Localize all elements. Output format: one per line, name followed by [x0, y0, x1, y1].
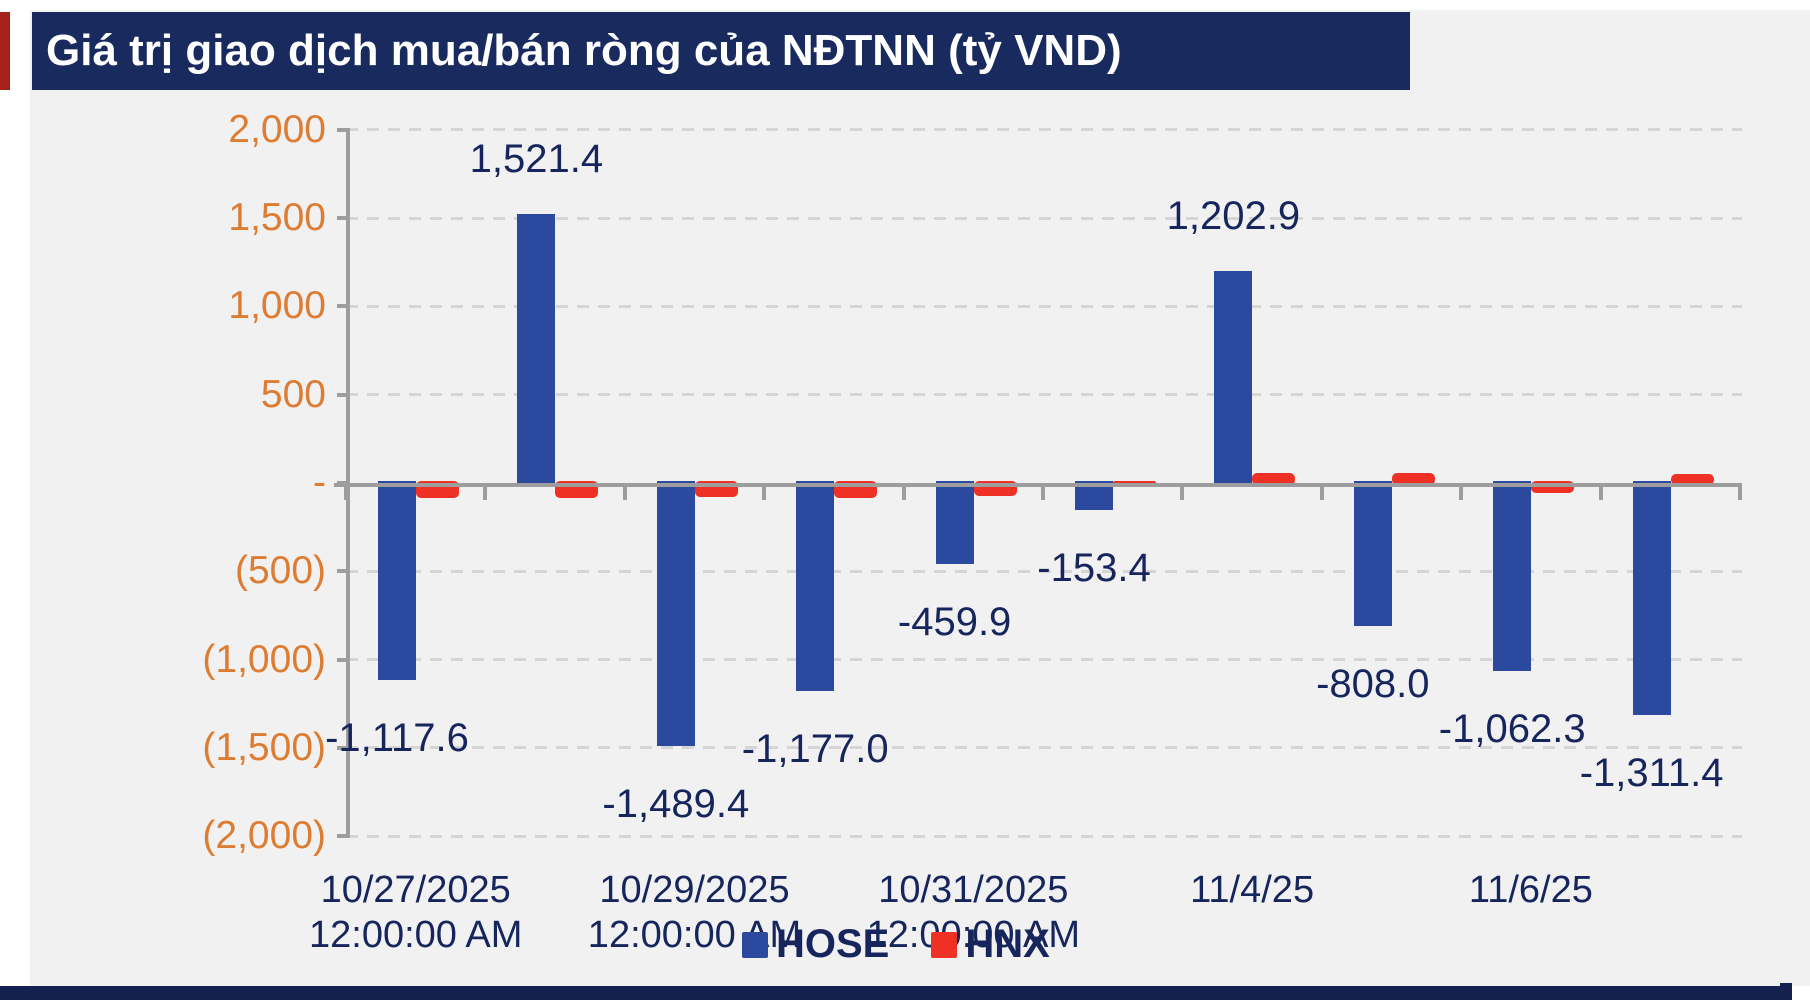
x-axis-tick-label: 11/4/25 — [1190, 869, 1315, 911]
gridline — [346, 128, 1742, 132]
hose-bar — [1493, 481, 1532, 671]
gridline — [346, 216, 1742, 220]
y-axis-tick-label: 1,500 — [228, 196, 326, 240]
y-axis-tick-mark — [337, 127, 350, 132]
hose-bar — [796, 481, 835, 691]
hose-bar — [935, 481, 974, 565]
legend-label-hose: HOSE — [776, 922, 890, 966]
y-axis-tick-mark — [337, 745, 350, 750]
y-axis-tick-label: - — [313, 461, 326, 504]
footer-bar-end-notch — [1780, 983, 1792, 1000]
legend-label-hnx: HNX — [965, 922, 1050, 966]
x-axis-tick-label: 10/27/2025 12:00:00 AM — [308, 869, 523, 956]
x-axis-tick-mark — [1180, 487, 1185, 500]
hose-bar — [1214, 270, 1253, 485]
y-axis-tick-mark — [337, 657, 350, 662]
hnx-bar — [1670, 474, 1714, 485]
hose-data-label: 1,521.4 — [469, 137, 604, 182]
x-axis-tick-mark — [1041, 487, 1045, 500]
footer-bar — [0, 986, 1792, 1000]
x-axis-tick-label: 11/6/25 — [1468, 869, 1593, 911]
y-axis-tick-label: (1,500) — [202, 725, 326, 769]
hose-data-label: -459.9 — [897, 600, 1012, 645]
x-axis-tick-mark — [622, 487, 627, 500]
chart-legend: HOSE HNX — [742, 922, 1092, 967]
x-axis-tick-mark — [1459, 487, 1464, 500]
hnx-bar — [1391, 473, 1435, 485]
gridline — [346, 658, 1742, 662]
y-axis-line — [346, 128, 350, 838]
y-axis-tick-label: 2,000 — [228, 107, 326, 151]
hose-bar — [1353, 481, 1392, 626]
gridline — [346, 834, 1742, 838]
chart-title: Giá trị giao dịch mua/bán ròng của NĐTNN… — [46, 26, 1122, 75]
chart-title-bar: Giá trị giao dịch mua/bán ròng của NĐTNN… — [32, 12, 1410, 90]
y-axis-tick-label: 1,000 — [228, 284, 326, 328]
hose-bar — [1632, 481, 1671, 715]
y-axis-tick-mark — [337, 304, 350, 309]
hose-data-label: -1,117.6 — [325, 716, 469, 761]
x-axis-tick-mark — [762, 487, 767, 500]
y-axis-tick-mark — [337, 834, 350, 839]
x-axis-tick-mark — [1319, 487, 1324, 500]
y-axis-tick-label: (1,000) — [202, 637, 326, 681]
legend-swatch-hose — [742, 931, 768, 958]
x-axis-tick-mark — [1598, 487, 1603, 500]
y-axis-tick-label: (2,000) — [202, 814, 326, 858]
hose-data-label: 1,202.9 — [1166, 193, 1301, 238]
legend-swatch-hnx — [931, 931, 958, 958]
gridline — [346, 304, 1742, 308]
gridline — [346, 746, 1742, 750]
x-axis-line — [334, 483, 1742, 487]
y-axis-tick-label: 500 — [260, 372, 326, 416]
hose-data-label: -1,311.4 — [1579, 750, 1724, 795]
gridline — [346, 569, 1742, 573]
x-axis-tick-label: 10/29/2025 12:00:00 AM — [587, 869, 802, 956]
x-axis-tick-label: 10/31/2025 12:00:00 AM — [867, 869, 1080, 956]
y-axis-tick-mark — [337, 569, 350, 574]
y-axis-tick-mark — [337, 392, 350, 397]
hose-bar — [378, 481, 416, 681]
x-axis-tick-mark — [483, 487, 488, 500]
gridline — [346, 393, 1742, 397]
hose-data-label: -808.0 — [1316, 661, 1430, 706]
y-axis-tick-mark — [337, 216, 350, 221]
left-accent-strip — [0, 12, 10, 90]
hose-data-label: -1,062.3 — [1438, 706, 1586, 751]
hose-data-label: -1,177.0 — [741, 726, 889, 771]
x-axis-tick-mark — [1738, 487, 1742, 500]
hose-bar — [656, 481, 695, 747]
hose-bar — [517, 214, 556, 485]
hose-data-label: -153.4 — [1037, 546, 1151, 591]
hose-data-label: -1,489.4 — [602, 782, 750, 827]
x-axis-tick-mark — [901, 487, 906, 500]
hnx-bar — [1252, 472, 1296, 485]
y-axis-tick-label: (500) — [234, 549, 326, 593]
